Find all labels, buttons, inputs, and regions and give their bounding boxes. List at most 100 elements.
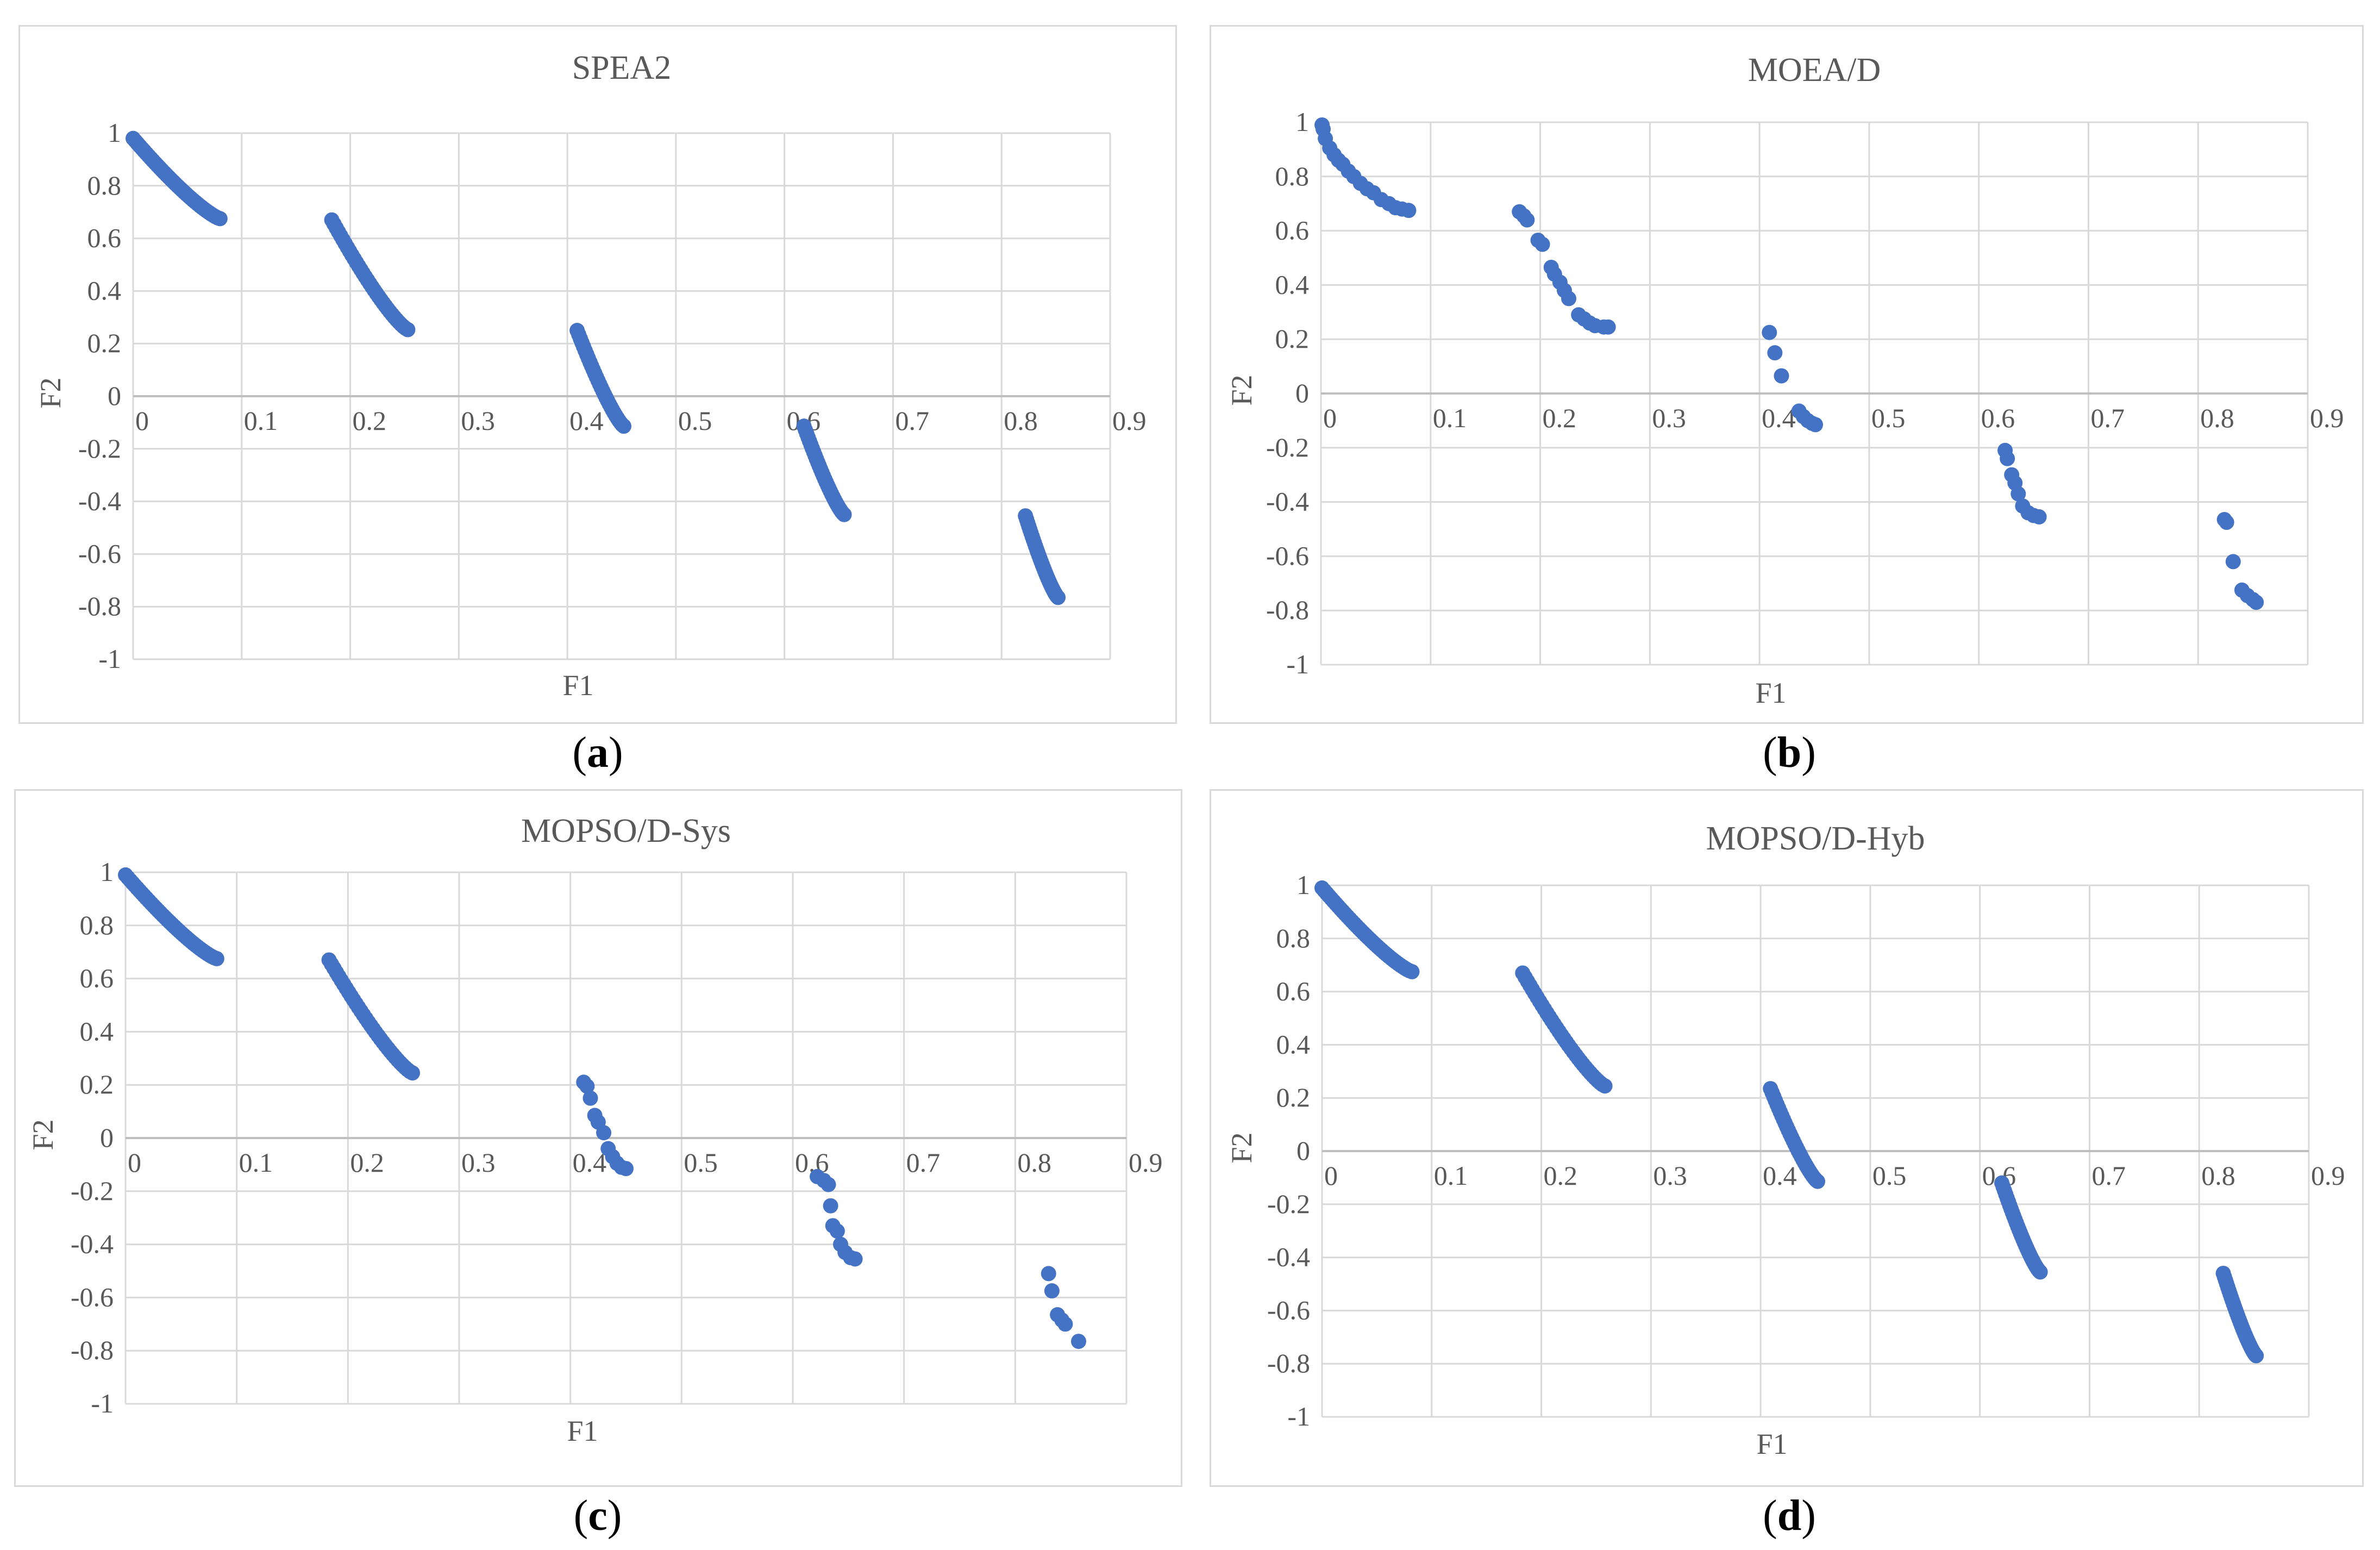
x-tick-label: 0.7	[2091, 1160, 2126, 1191]
x-tick-label: 0.8	[1004, 405, 1038, 436]
y-axis-label: F2	[1225, 374, 1258, 405]
data-point	[1600, 319, 1616, 335]
y-tick-label: 0	[1295, 378, 1309, 408]
x-tick-label: 0.8	[2200, 403, 2234, 433]
data-point	[2249, 595, 2264, 610]
y-tick-label: 0.4	[1275, 269, 1310, 299]
data-point	[1057, 1316, 1073, 1332]
data-point	[1535, 236, 1550, 252]
x-tick-label: 0.7	[895, 405, 929, 436]
y-tick-label: -0.2	[1267, 1189, 1310, 1219]
y-tick-label: -0.8	[78, 591, 121, 621]
x-tick-label: 0.1	[244, 405, 278, 436]
x-axis-label: F1	[1755, 677, 1786, 709]
data-point	[1041, 1266, 1056, 1282]
caption-b: (b)	[1763, 729, 1816, 777]
series-points-c	[118, 867, 1086, 1349]
x-tick-label: 0.5	[684, 1147, 718, 1178]
chart-title-b: MOEA/D	[1748, 52, 1881, 89]
data-point	[209, 951, 224, 966]
x-tick-label: 0.3	[1653, 1160, 1687, 1191]
y-axis-label: F2	[34, 377, 67, 408]
caption-a: (a)	[572, 729, 623, 777]
x-tick-label: 0.2	[350, 1147, 384, 1178]
y-tick-label: -0.6	[71, 1282, 114, 1312]
data-point	[579, 1078, 595, 1094]
data-point	[1762, 324, 1777, 340]
y-tick-label: 0.2	[87, 328, 122, 358]
y-tick-label: 1	[1295, 107, 1309, 137]
y-tick-label: 0.8	[87, 170, 122, 201]
x-tick-label: 0.5	[678, 405, 712, 436]
y-tick-label: 0.2	[1275, 323, 1310, 354]
data-point	[1404, 964, 1420, 979]
y-tick-label: 0.4	[87, 275, 122, 305]
y-tick-label: 0	[1297, 1135, 1310, 1166]
y-tick-label: 0.8	[80, 910, 114, 940]
data-point	[1774, 368, 1789, 384]
y-tick-label: -0.8	[71, 1335, 114, 1365]
caption-d: (d)	[1763, 1492, 1816, 1540]
data-point	[212, 211, 228, 227]
data-point	[2032, 1264, 2048, 1280]
y-tick-label: -0.8	[1267, 1348, 1310, 1378]
data-point	[1561, 291, 1577, 307]
x-tick-label: 0.9	[2310, 403, 2344, 433]
x-tick-label: 0.3	[461, 1147, 496, 1178]
y-tick-label: 0.6	[80, 963, 114, 993]
data-point	[1767, 345, 1783, 361]
y-tick-label: -1	[1286, 649, 1309, 679]
data-point	[2011, 486, 2026, 502]
data-point	[1401, 203, 1417, 218]
y-axis-label: F2	[1225, 1132, 1258, 1163]
y-tick-label: -1	[1287, 1401, 1310, 1432]
y-tick-label: 0.8	[1276, 923, 1311, 953]
data-point	[583, 1090, 598, 1106]
x-tick-label: 0.7	[2090, 403, 2125, 433]
x-tick-label: 0.3	[461, 405, 495, 436]
x-tick-label: 0.1	[1434, 1160, 1468, 1191]
x-tick-label: 0.9	[1112, 405, 1147, 436]
chart-title-d: MOPSO/D-Hyb	[1706, 820, 1925, 857]
y-tick-label: 0.2	[80, 1069, 114, 1099]
x-tick-label: 0	[135, 405, 149, 436]
data-point	[618, 1161, 634, 1177]
y-tick-label: -1	[98, 643, 121, 674]
x-tick-label: 0.2	[353, 405, 387, 436]
chart-title-c: MOPSO/D-Sys	[521, 812, 731, 849]
chart-panel-b: MOEA/D 1 0.8 0.6 0.4 0.2 0 -0.2 -0.4 -0.6 -0.8 -1 0 0…	[1210, 25, 2364, 724]
x-tick-label: 0.9	[1129, 1147, 1163, 1178]
data-point	[400, 322, 416, 338]
x-tick-label: 0.8	[1017, 1147, 1051, 1178]
x-tick-label: 0.1	[239, 1147, 273, 1178]
y-tick-label: 0.6	[87, 223, 122, 253]
x-tick-label: 0.1	[1433, 403, 1467, 433]
chart-title-a: SPEA2	[572, 49, 672, 86]
x-tick-label: 0.7	[906, 1147, 941, 1178]
data-point	[1597, 1078, 1613, 1094]
x-tick-label: 0	[1323, 403, 1337, 433]
data-point	[1810, 1173, 1826, 1189]
series-points-d	[1314, 880, 2264, 1364]
y-tick-label: -0.6	[78, 538, 121, 568]
data-point	[821, 1177, 836, 1192]
data-point	[847, 1251, 863, 1267]
data-point	[596, 1125, 612, 1141]
chart-svg-d: MOPSO/D-Hyb 1 0.8 0.6 0.4 0.2 0 -0.2 -0.4 -0.6 -0.…	[1225, 820, 2345, 1460]
y-tick-label: 1	[100, 857, 114, 887]
data-point	[823, 1198, 838, 1214]
x-axis-label: F1	[567, 1415, 598, 1447]
y-tick-label: 1	[108, 117, 121, 148]
data-point	[2225, 554, 2241, 570]
data-point	[2031, 509, 2047, 525]
y-tick-label: 0.6	[1275, 215, 1310, 246]
y-tick-label: 0.4	[1276, 1029, 1311, 1059]
y-tick-label: -0.2	[71, 1176, 114, 1206]
y-tick-label: -0.2	[1266, 432, 1309, 462]
data-point	[1808, 417, 1824, 433]
data-point	[2000, 451, 2015, 466]
y-tick-label: 0	[100, 1122, 114, 1153]
y-tick-label: -0.4	[1267, 1242, 1310, 1272]
x-tick-label: 0.6	[1981, 403, 2015, 433]
y-tick-label: 0.6	[1276, 976, 1311, 1007]
